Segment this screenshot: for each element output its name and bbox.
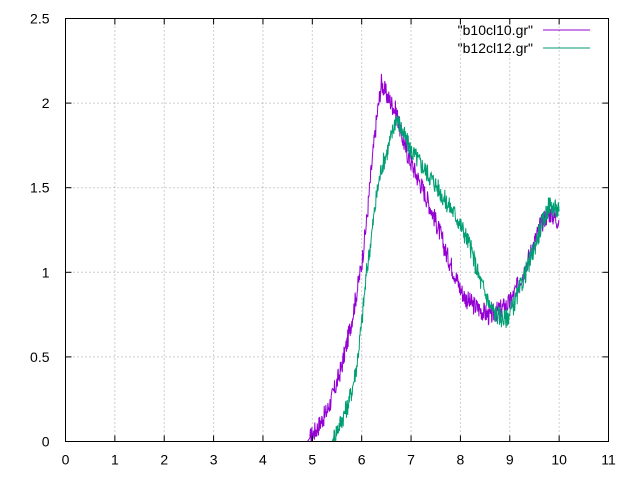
axis-ticks: [65, 18, 609, 442]
grid-lines: [65, 18, 609, 442]
x-tick-label: 3: [210, 452, 218, 468]
plot-frame: [65, 18, 609, 442]
x-tick-label: 4: [259, 452, 267, 468]
x-tick-label: 11: [601, 452, 616, 468]
y-tick-label: 0: [42, 434, 50, 450]
y-tick-label: 1: [42, 264, 50, 280]
x-tick-label: 8: [457, 452, 465, 468]
tick-labels: 0 1 2 3 4 5 6 7 8 9 10 11 0 0.5 1 1.5 2 2.5: [30, 11, 616, 468]
x-tick-label: 1: [111, 452, 119, 468]
series-line-2: [331, 115, 560, 442]
x-tick-label: 9: [506, 452, 514, 468]
x-tick-label: 5: [308, 452, 316, 468]
x-tick-label: 0: [62, 452, 70, 468]
x-tick-label: 7: [407, 452, 415, 468]
series-lines: [306, 73, 560, 442]
x-tick-label: 6: [358, 452, 366, 468]
y-tick-label: 2.5: [30, 11, 50, 27]
y-tick-label: 0.5: [30, 349, 50, 365]
y-tick-label: 2: [42, 95, 50, 111]
x-tick-label: 2: [160, 452, 168, 468]
legend-label-1: "b10cl10.gr": [458, 22, 533, 38]
legend: "b10cl10.gr" "b12cl12.gr": [458, 22, 590, 56]
y-tick-label: 1.5: [30, 180, 50, 196]
series-line-1: [306, 73, 560, 442]
x-tick-label: 10: [551, 452, 567, 468]
legend-label-2: "b12cl12.gr": [458, 40, 533, 56]
